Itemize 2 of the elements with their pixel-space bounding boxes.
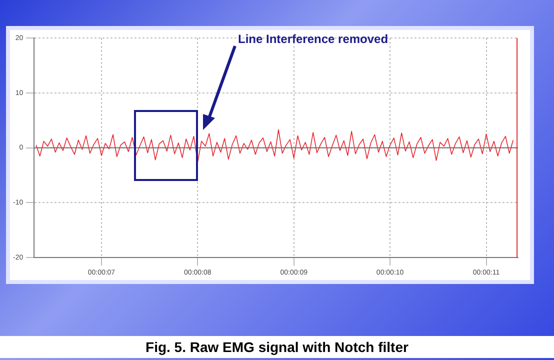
text: Fig. 5. Raw EMG signal with Notch filter <box>0 336 554 358</box>
annotation: Line Interference removed <box>238 32 388 46</box>
